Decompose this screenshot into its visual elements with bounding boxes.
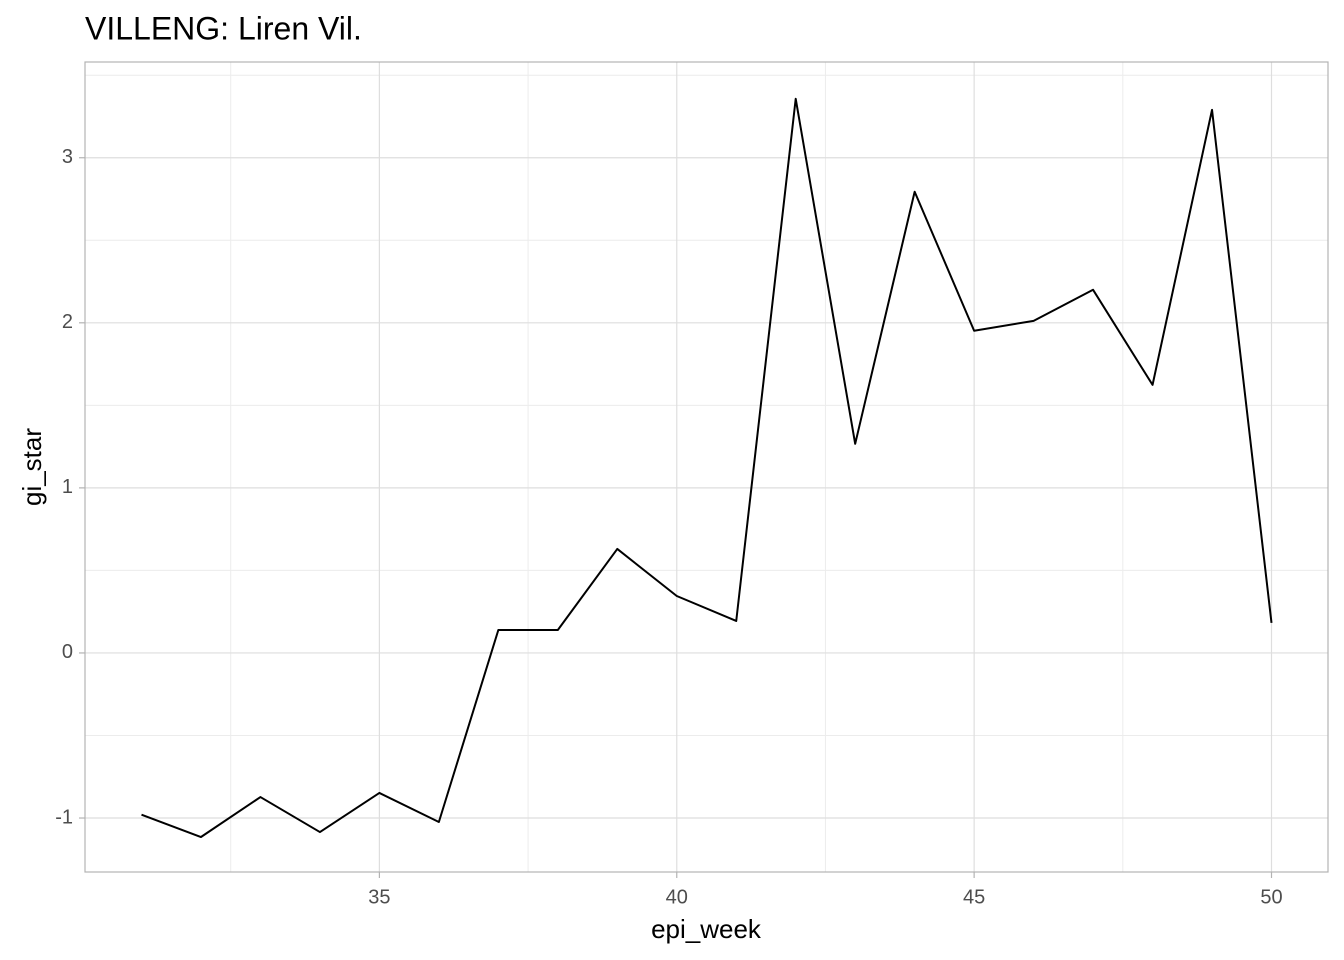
x-axis-title: epi_week — [651, 914, 762, 944]
chart-title: VILLENG: Liren Vil. — [85, 10, 362, 46]
y-axis-title: gi_star — [17, 428, 47, 506]
line-series — [141, 97, 1273, 839]
plot-area — [141, 97, 1273, 839]
y-tick-label: -1 — [55, 806, 73, 828]
x-tick-label: 50 — [1260, 886, 1282, 908]
y-tick-label: 3 — [62, 146, 73, 168]
x-tick-label: 35 — [368, 886, 390, 908]
panel-border — [84, 61, 1329, 873]
y-tick-label: 0 — [62, 641, 73, 663]
y-tick-label: 2 — [62, 311, 73, 333]
y-tick-label: 1 — [62, 476, 73, 498]
grid — [85, 62, 1328, 872]
x-tick-label: 45 — [963, 886, 985, 908]
x-tick-label: 40 — [666, 886, 688, 908]
